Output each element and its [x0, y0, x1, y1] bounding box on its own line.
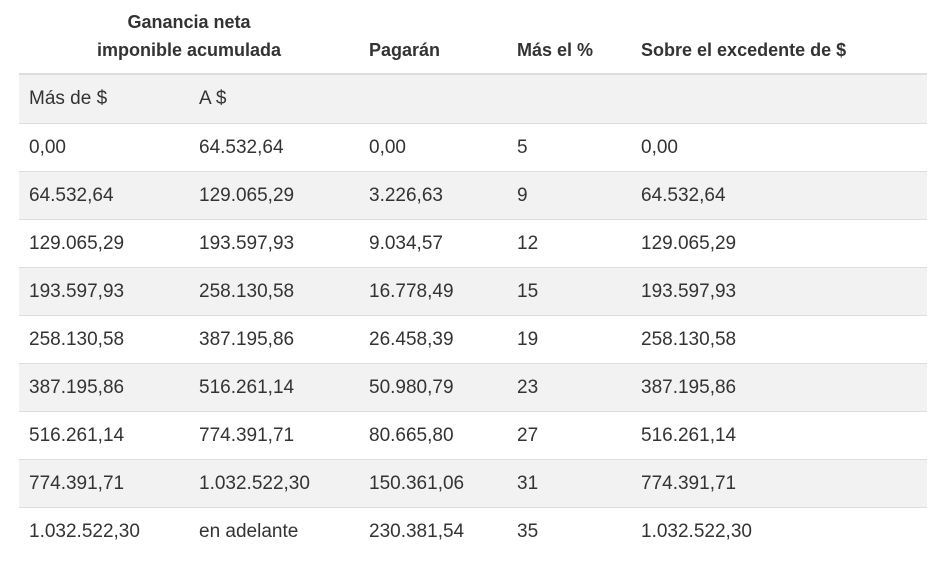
table-body: Más de $ A $ 0,00 64.532,64 0,00 5 0,00 64.53… — [19, 73, 928, 555]
table-row: 0,00 64.532,64 0,00 5 0,00 — [19, 123, 928, 172]
cell-sobre-excedente: 387.195,86 — [631, 363, 928, 412]
cell-pagaran: 150.361,06 — [359, 459, 508, 508]
cell-mas-el-porcentaje: 31 — [507, 459, 632, 508]
cell-pagaran: 16.778,49 — [359, 267, 508, 316]
cell-a: 129.065,29 — [189, 171, 360, 220]
cell-mas-el-porcentaje: 15 — [507, 267, 632, 316]
cell-mas-de: 387.195,86 — [19, 363, 189, 412]
cell-mas-de: 516.261,14 — [19, 411, 189, 460]
cell-pagaran: 9.034,57 — [359, 219, 508, 268]
cell-mas-de: 193.597,93 — [19, 267, 189, 316]
cell-mas-de: 64.532,64 — [19, 171, 189, 220]
header-group-line2: imponible acumulada — [96, 40, 282, 60]
subheader-empty — [359, 73, 508, 124]
subheader-a: A $ — [189, 73, 360, 124]
cell-sobre-excedente: 774.391,71 — [631, 459, 928, 508]
subheader-mas-de: Más de $ — [19, 73, 189, 124]
header-row: Ganancia neta imponible acumulada Pagarán… — [19, 8, 928, 75]
cell-a: 258.130,58 — [189, 267, 360, 316]
header-mas-el-porcentaje: Más el % — [507, 8, 632, 75]
table-row: 387.195,86 516.261,14 50.980,79 23 387.195,8… — [19, 363, 928, 412]
table-row: 129.065,29 193.597,93 9.034,57 12 129.065,29 — [19, 219, 928, 268]
cell-sobre-excedente: 193.597,93 — [631, 267, 928, 316]
tax-bracket-table: Ganancia neta imponible acumulada Pagarán… — [19, 8, 928, 555]
cell-pagaran: 0,00 — [359, 123, 508, 172]
cell-pagaran: 50.980,79 — [359, 363, 508, 412]
cell-pagaran: 26.458,39 — [359, 315, 508, 364]
cell-mas-el-porcentaje: 12 — [507, 219, 632, 268]
cell-mas-el-porcentaje: 9 — [507, 171, 632, 220]
cell-sobre-excedente: 516.261,14 — [631, 411, 928, 460]
table-row: 516.261,14 774.391,71 80.665,80 27 516.261,1… — [19, 411, 928, 460]
cell-pagaran: 230.381,54 — [359, 507, 508, 555]
cell-a: 64.532,64 — [189, 123, 360, 172]
table-header: Ganancia neta imponible acumulada Pagarán… — [19, 8, 928, 75]
header-sobre-excedente: Sobre el excedente de $ — [631, 8, 928, 75]
table-row: 1.032.522,30 en adelante 230.381,54 35 1.032… — [19, 507, 928, 555]
cell-mas-de: 1.032.522,30 — [19, 507, 189, 555]
cell-sobre-excedente: 64.532,64 — [631, 171, 928, 220]
cell-mas-el-porcentaje: 23 — [507, 363, 632, 412]
cell-mas-el-porcentaje: 27 — [507, 411, 632, 460]
cell-sobre-excedente: 258.130,58 — [631, 315, 928, 364]
table-row: 193.597,93 258.130,58 16.778,49 15 193.597,9… — [19, 267, 928, 316]
cell-mas-el-porcentaje: 35 — [507, 507, 632, 555]
cell-sobre-excedente: 129.065,29 — [631, 219, 928, 268]
cell-mas-el-porcentaje: 5 — [507, 123, 632, 172]
cell-mas-de: 774.391,71 — [19, 459, 189, 508]
cell-sobre-excedente: 1.032.522,30 — [631, 507, 928, 555]
cell-a: 193.597,93 — [189, 219, 360, 268]
cell-mas-de: 129.065,29 — [19, 219, 189, 268]
header-pagaran: Pagarán — [359, 8, 508, 75]
cell-mas-el-porcentaje: 19 — [507, 315, 632, 364]
cell-a: 387.195,86 — [189, 315, 360, 364]
table-row: 258.130,58 387.195,86 26.458,39 19 258.130,5… — [19, 315, 928, 364]
cell-sobre-excedente: 0,00 — [631, 123, 928, 172]
cell-a: 516.261,14 — [189, 363, 360, 412]
subheader-empty — [631, 73, 928, 124]
cell-mas-de: 258.130,58 — [19, 315, 189, 364]
subheader-row: Más de $ A $ — [19, 73, 928, 124]
cell-pagaran: 80.665,80 — [359, 411, 508, 460]
cell-a: 774.391,71 — [189, 411, 360, 460]
table-row: 64.532,64 129.065,29 3.226,63 9 64.532,64 — [19, 171, 928, 220]
header-group-line1: Ganancia neta — [127, 12, 251, 32]
cell-a: 1.032.522,30 — [189, 459, 360, 508]
cell-a: en adelante — [189, 507, 360, 555]
subheader-empty — [507, 73, 632, 124]
tax-table-container: Ganancia neta imponible acumulada Pagarán… — [19, 8, 928, 555]
cell-pagaran: 3.226,63 — [359, 171, 508, 220]
cell-mas-de: 0,00 — [19, 123, 189, 172]
table-row: 774.391,71 1.032.522,30 150.361,06 31 774.39… — [19, 459, 928, 508]
header-ganancia-neta: Ganancia neta imponible acumulada — [19, 8, 360, 75]
